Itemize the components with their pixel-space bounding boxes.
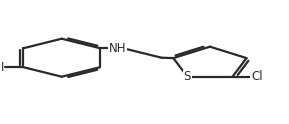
Text: Cl: Cl (251, 70, 263, 83)
Text: I: I (1, 61, 4, 74)
Text: S: S (184, 70, 191, 83)
Text: NH: NH (109, 42, 126, 55)
